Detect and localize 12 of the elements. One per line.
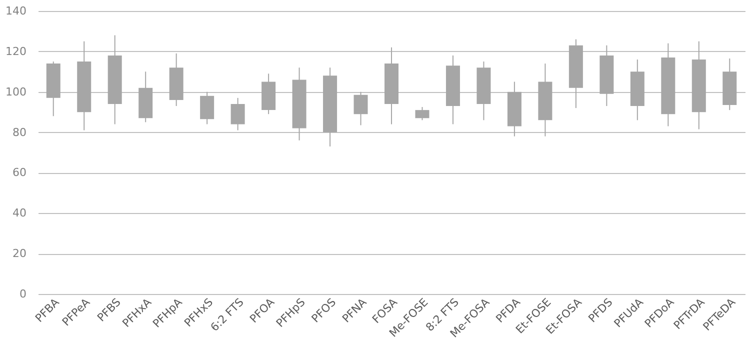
y-tick-label: 120 xyxy=(6,44,26,58)
candlestick xyxy=(230,97,245,131)
y-tick-label: 140 xyxy=(6,4,26,18)
y-tick-label: 80 xyxy=(12,126,26,139)
candlestick xyxy=(354,91,368,126)
y-tick-label: 40 xyxy=(12,206,26,220)
candlestick xyxy=(200,91,214,125)
y-tick-label: 60 xyxy=(12,166,26,180)
y-tick-label: 100 xyxy=(6,85,26,98)
y-tick-label: 20 xyxy=(12,247,26,260)
candlestick xyxy=(415,106,430,121)
y-tick-label: 0 xyxy=(20,288,26,300)
